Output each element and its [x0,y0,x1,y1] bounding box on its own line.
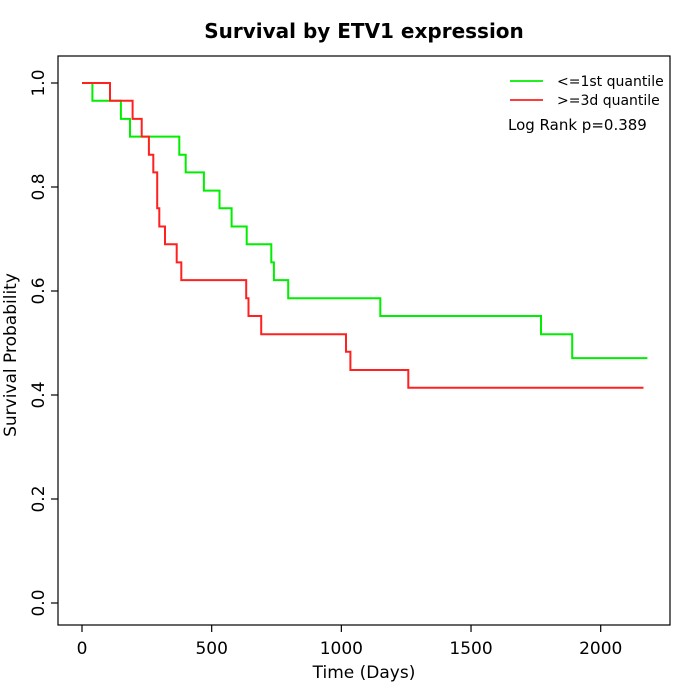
legend-label-low-expression: <=1st quantile [557,74,664,90]
survival-curves [82,82,648,389]
legend-label-high-expression: >=3d quantile [557,93,660,109]
y-tick-label: 0.4 [29,381,49,408]
plot-box [57,55,671,626]
x-axis-ticks: 0 500 1000 1500 2000 [77,625,622,659]
x-tick-label: 1000 [320,639,363,659]
x-tick-label: 2000 [579,639,622,659]
x-tick-label: 1500 [449,639,492,659]
x-tick-label: 0 [77,639,88,659]
x-axis-title: Time (Days) [312,663,416,683]
survival-curve-high-expression [82,82,644,389]
y-tick-label: 0.6 [29,277,49,304]
chart-title: Survival by ETV1 expression [204,19,524,43]
log-rank-annotation: Log Rank p=0.389 [508,116,647,134]
y-axis-ticks: 0.0 0.2 0.4 0.6 0.8 1.0 [29,69,58,617]
legend: <=1st quantile >=3d quantile Log Rank p=… [508,74,664,134]
y-tick-label: 0.0 [29,589,49,616]
y-axis-title: Survival Probability [1,273,21,437]
y-tick-label: 1.0 [29,69,49,96]
survival-curve-low-expression [82,82,648,360]
y-tick-label: 0.8 [29,173,49,200]
y-tick-label: 0.2 [29,485,49,512]
x-tick-label: 500 [195,639,227,659]
